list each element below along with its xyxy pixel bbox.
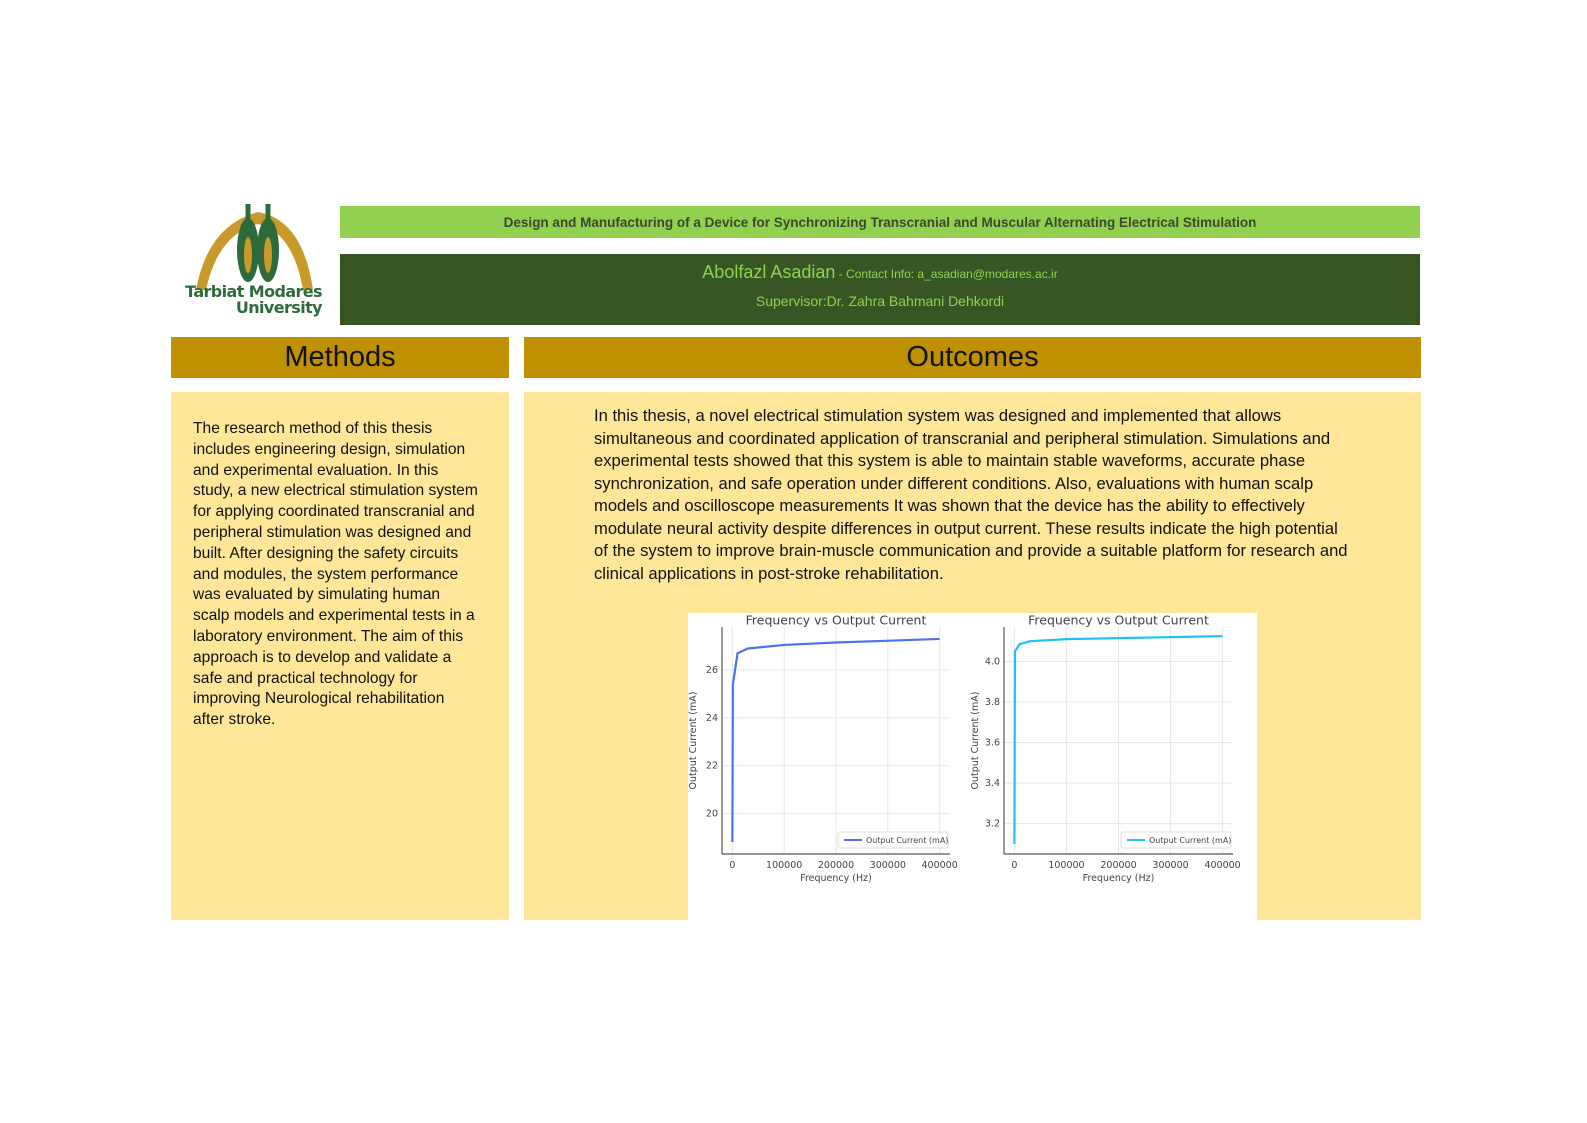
x-tick-label: 300000 <box>870 860 906 871</box>
y-tick-label: 24 <box>706 713 718 724</box>
poster-title: Design and Manufacturing of a Device for… <box>340 206 1420 238</box>
y-tick-label: 20 <box>706 808 718 819</box>
x-tick-label: 0 <box>1011 860 1017 871</box>
x-tick-label: 100000 <box>766 860 802 871</box>
logo-line2: University <box>235 298 323 317</box>
y-tick-label: 3.4 <box>985 778 1000 789</box>
legend-label: Output Current (mA) <box>866 836 948 845</box>
methods-body: The research method of this thesis inclu… <box>193 420 478 729</box>
series-line <box>731 637 940 843</box>
x-tick-label: 200000 <box>1100 860 1136 871</box>
outcomes-body: In this thesis, a novel electrical stimu… <box>594 406 1348 583</box>
x-tick-label: 200000 <box>818 860 854 871</box>
x-tick-label: 400000 <box>1204 860 1240 871</box>
outcomes-heading: Outcomes <box>524 337 1421 378</box>
x-tick-label: 0 <box>729 860 735 871</box>
chart-title: Frequency vs Output Current <box>746 613 927 628</box>
legend-label: Output Current (mA) <box>1149 836 1231 845</box>
x-tick-label: 300000 <box>1152 860 1188 871</box>
author-name: Abolfazl Asadian <box>702 262 836 282</box>
y-axis-label: Output Current (mA) <box>970 692 981 790</box>
y-tick-label: 26 <box>706 665 718 676</box>
y-tick-label: 22 <box>706 761 718 772</box>
y-tick-label: 3.8 <box>985 697 1000 708</box>
series-line <box>1013 635 1223 844</box>
y-tick-label: 3.6 <box>985 738 1000 749</box>
y-axis-label: Output Current (mA) <box>688 692 699 790</box>
logo-line1: Tarbiat Modares <box>185 282 323 301</box>
author-bar: Abolfazl Asadian - Contact Info: a_asadi… <box>340 254 1420 325</box>
methods-heading: Methods <box>171 337 509 378</box>
charts-figure: Frequency vs Output Current 0 100000 200000… <box>688 613 1257 920</box>
x-axis-label: Frequency (Hz) <box>800 873 872 884</box>
logo-text: Tarbiat Modares University <box>180 282 323 317</box>
methods-panel <box>171 392 509 920</box>
legend-box <box>1120 831 1232 849</box>
x-axis-label: Frequency (Hz) <box>1083 873 1155 884</box>
x-tick-label: 100000 <box>1048 860 1084 871</box>
x-tick-label: 400000 <box>922 860 958 871</box>
supervisor: Supervisor:Dr. Zahra Bahmani Dehkordi <box>755 293 1005 309</box>
contact-info: - Contact Info: a_asadian@modares.ac.ir <box>835 267 1058 281</box>
legend-box <box>837 831 949 849</box>
y-tick-label: 4.0 <box>985 656 1000 667</box>
y-tick-label: 3.2 <box>985 819 1000 830</box>
chart-title: Frequency vs Output Current <box>1028 613 1209 628</box>
university-logo <box>196 204 313 290</box>
